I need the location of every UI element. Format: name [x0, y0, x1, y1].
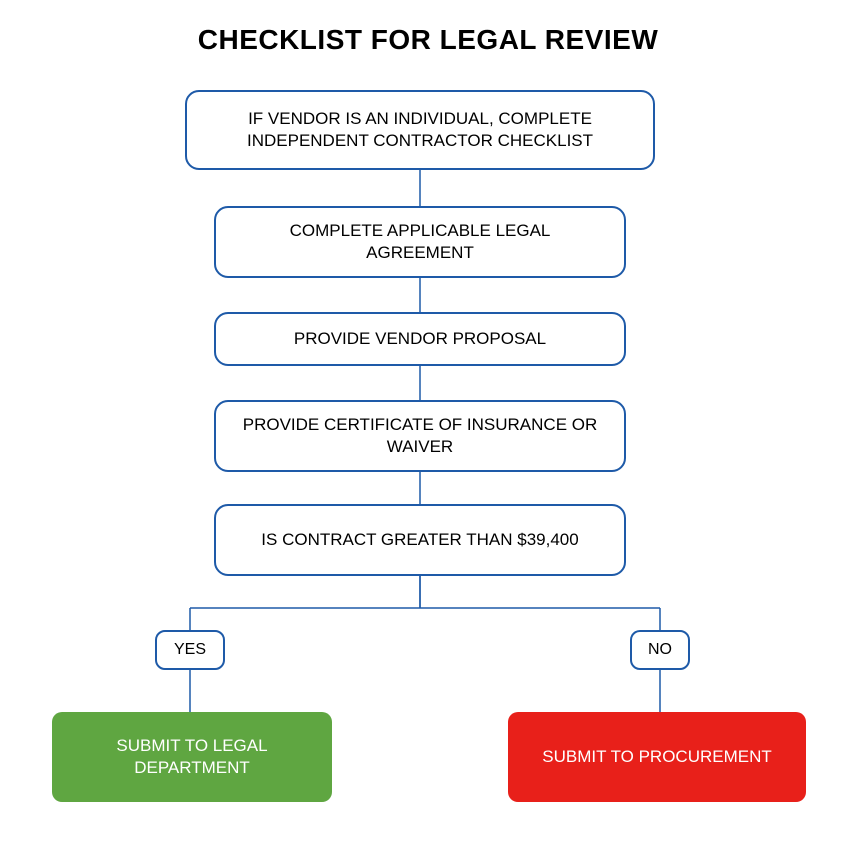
flow-node-term_no: SUBMIT TO PROCUREMENT	[508, 712, 806, 802]
flow-node-no: NO	[630, 630, 690, 670]
flow-node-label: SUBMIT TO LEGAL DEPARTMENT	[62, 735, 322, 779]
flow-node-term_yes: SUBMIT TO LEGAL DEPARTMENT	[52, 712, 332, 802]
flow-node-n4: PROVIDE CERTIFICATE OF INSURANCE OR WAIV…	[214, 400, 626, 472]
flow-node-label: SUBMIT TO PROCUREMENT	[542, 746, 772, 768]
flow-node-label: IS CONTRACT GREATER THAN $39,400	[261, 529, 578, 551]
flow-node-label: COMPLETE APPLICABLE LEGAL AGREEMENT	[236, 220, 604, 264]
flow-node-label: YES	[174, 640, 206, 661]
flow-node-yes: YES	[155, 630, 225, 670]
flow-node-n2: COMPLETE APPLICABLE LEGAL AGREEMENT	[214, 206, 626, 278]
flow-node-n5: IS CONTRACT GREATER THAN $39,400	[214, 504, 626, 576]
flow-node-n1: IF VENDOR IS AN INDIVIDUAL, COMPLETE IND…	[185, 90, 655, 170]
flow-node-label: NO	[648, 640, 672, 661]
page-title: CHECKLIST FOR LEGAL REVIEW	[0, 0, 856, 56]
flow-node-n3: PROVIDE VENDOR PROPOSAL	[214, 312, 626, 366]
flow-node-label: IF VENDOR IS AN INDIVIDUAL, COMPLETE IND…	[207, 108, 633, 152]
flow-node-label: PROVIDE VENDOR PROPOSAL	[294, 328, 546, 350]
flow-node-label: PROVIDE CERTIFICATE OF INSURANCE OR WAIV…	[236, 414, 604, 458]
